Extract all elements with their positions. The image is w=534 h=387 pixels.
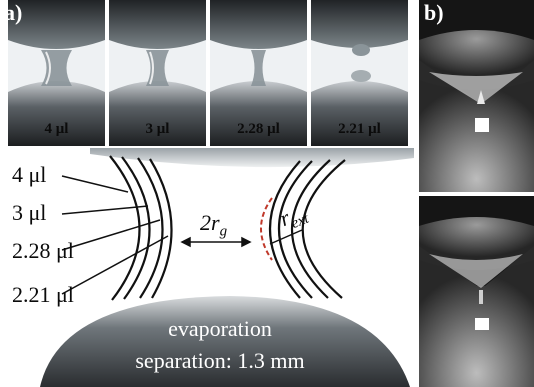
lower-sphere (40, 296, 410, 387)
mri-image-top-drawing (419, 0, 534, 192)
bridge-photo-221ul-image (311, 0, 408, 146)
mri-image-bottom (419, 196, 534, 387)
left-profiles (109, 155, 173, 301)
frame-volume-label: 2.21 μl (338, 121, 381, 137)
mri-image-bottom-drawing (419, 196, 534, 387)
bridge-photo-228ul: 2.28 μl (210, 0, 307, 146)
r-ext-arc (260, 197, 273, 261)
diagram-label-228ul: 2.28 μl (12, 238, 74, 263)
right-profiles (269, 159, 346, 299)
meniscus-profile-drawing (40, 148, 414, 387)
caption-evaporation: evaporation (168, 316, 272, 341)
r-g-main: 2r (200, 210, 220, 235)
panel-a-profile-diagram: 4 μl 3 μl 2.28 μl 2.21 μl 2rg rext evapo… (0, 148, 414, 387)
bridge-photo-4ul-image (8, 0, 105, 146)
bridge-photo-4ul: 4 μl (8, 0, 105, 146)
bridge-photo-221ul: 2.21 μl (311, 0, 408, 146)
r-g-label: 2rg (200, 210, 227, 240)
rg-arrow (180, 236, 252, 248)
diagram-label-3ul: 3 μl (12, 200, 47, 225)
frame-volume-label: 3 μl (145, 121, 170, 137)
diagram-label-4ul: 4 μl (12, 162, 47, 187)
mri-image-top (419, 0, 534, 192)
label-arrows (61, 175, 169, 295)
bridge-photo-3ul-image (109, 0, 206, 146)
frame-volume-label: 4 μl (44, 121, 69, 137)
r-ext-line (269, 229, 303, 245)
r-g-subscript: g (219, 223, 228, 240)
caption-separation: separation: 1.3 mm (135, 348, 305, 373)
panel-a-letter: a) (4, 0, 23, 25)
diagram-label-221ul: 2.21 μl (12, 282, 74, 307)
frame-volume-label: 2.28 μl (237, 121, 280, 137)
panel-b-letter: b) (424, 0, 444, 25)
panel-a-photo-strip: 4 μl 3 μl 2.28 μl 2.21 μl (0, 0, 414, 146)
upper-sphere (90, 148, 414, 168)
bridge-photo-228ul-image (210, 0, 307, 146)
bridge-photo-3ul: 3 μl (109, 0, 206, 146)
